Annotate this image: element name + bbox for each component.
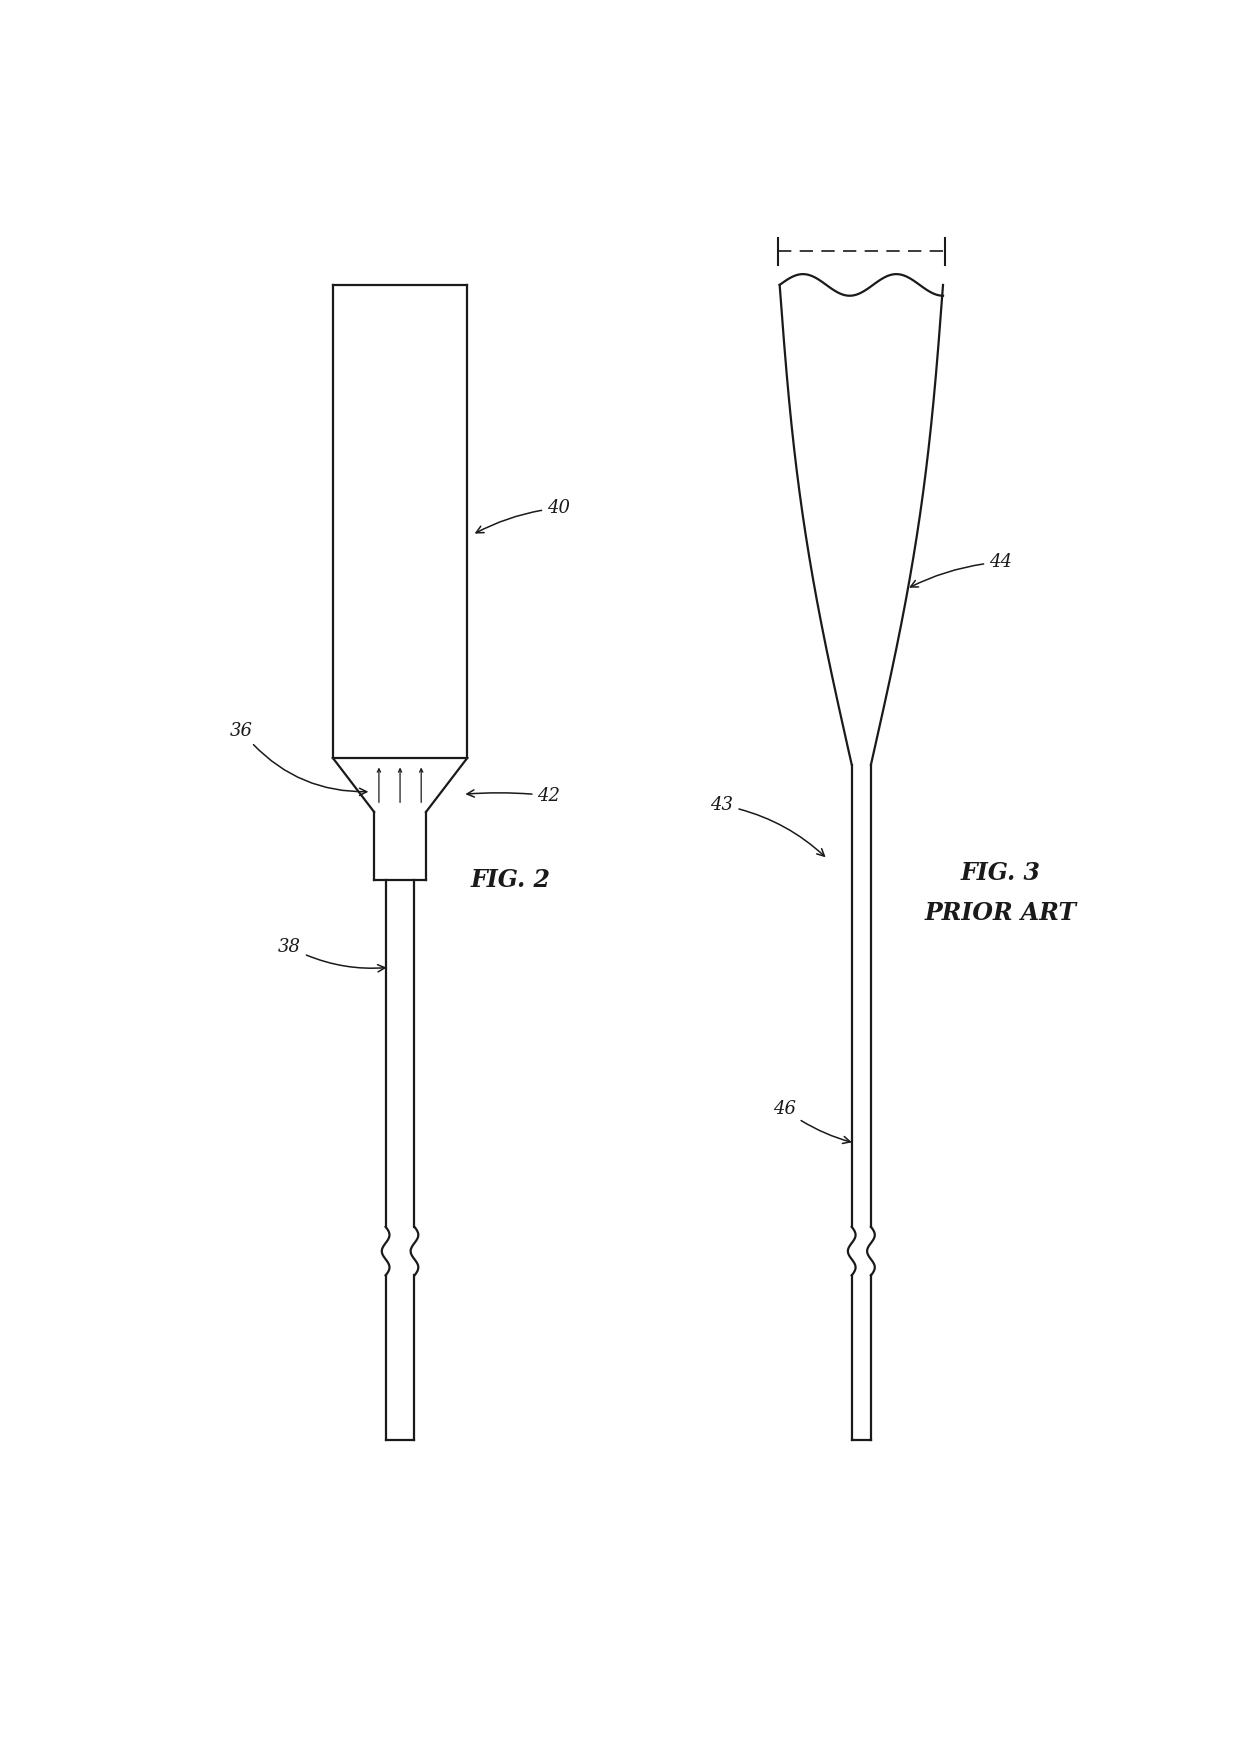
Text: FIG. 2: FIG. 2	[470, 867, 551, 892]
Text: 42: 42	[467, 786, 560, 806]
Text: 38: 38	[278, 939, 384, 972]
Text: 46: 46	[773, 1100, 851, 1144]
Text: 40: 40	[476, 498, 570, 534]
Text: 43: 43	[711, 797, 825, 856]
Text: FIG. 3: FIG. 3	[961, 860, 1040, 885]
Text: 36: 36	[229, 721, 367, 795]
Text: 44: 44	[910, 553, 1012, 586]
Text: PRIOR ART: PRIOR ART	[925, 902, 1076, 925]
